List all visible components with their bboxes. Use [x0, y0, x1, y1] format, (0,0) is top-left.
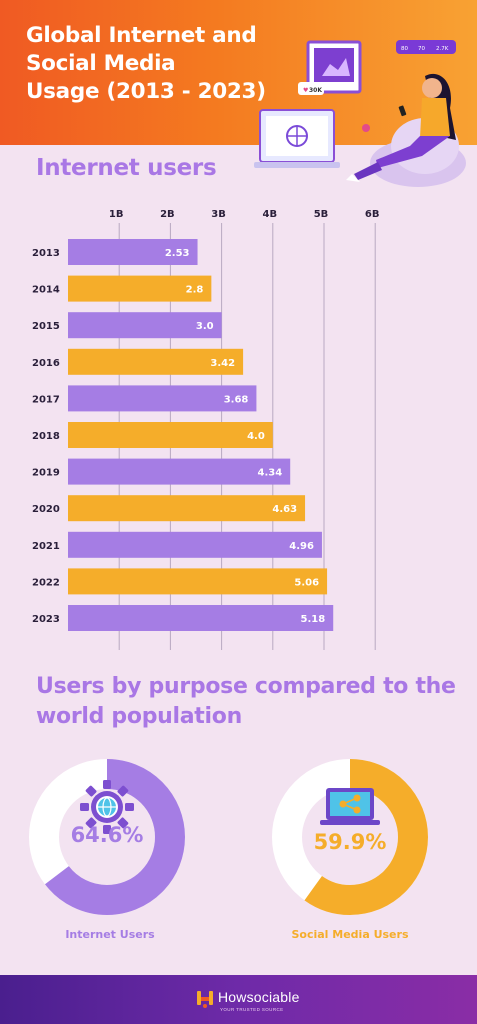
y-category-label: 2017 — [32, 394, 60, 405]
bar — [68, 312, 222, 339]
howsociable-logo-icon — [197, 991, 213, 1008]
y-category-label: 2013 — [32, 248, 60, 259]
bar — [68, 422, 273, 448]
x-tick-label: 1B — [109, 209, 124, 220]
y-category-label: 2020 — [32, 504, 60, 515]
y-category-label: 2019 — [32, 468, 60, 479]
svg-text:♥: ♥ — [303, 87, 308, 94]
bar — [68, 385, 257, 412]
x-tick-label: 5B — [314, 209, 329, 220]
bar-value-label: 3.42 — [210, 358, 235, 369]
y-category-label: 2022 — [32, 577, 60, 588]
internet-users-title: Internet users — [36, 155, 217, 181]
stat-views: 2.7K — [436, 46, 449, 52]
bar — [68, 239, 198, 265]
footer-bar: Howsociable YOUR TRUSTED SOURCE — [0, 975, 477, 1024]
bar — [68, 495, 306, 522]
globe-gear-icon — [80, 780, 134, 834]
laptop-share-icon — [320, 788, 380, 825]
donut-segment — [29, 759, 185, 915]
bar-value-label: 4.34 — [258, 468, 283, 479]
page-title: Global Internet and Social Media Usage (… — [26, 23, 266, 104]
y-category-label: 2021 — [32, 541, 60, 552]
bar-value-label: 2.8 — [186, 285, 204, 296]
stat-likes: 80 — [401, 46, 408, 52]
y-category-label: 2014 — [32, 285, 60, 296]
x-tick-label: 3B — [211, 209, 226, 220]
bar — [68, 348, 244, 375]
bar — [68, 568, 328, 595]
internet-users-bar-chart: 1B 2B 3B 4B 5B 6B 2013 2.53 2014 2.8 2015 3.0 2016 3.… — [32, 209, 380, 650]
social-media-users-donut — [272, 759, 428, 915]
y-category-label: 2018 — [32, 431, 60, 442]
x-tick-label: 4B — [263, 209, 278, 220]
bar — [68, 275, 212, 302]
likes-badge-text: 30K — [309, 87, 322, 94]
bar — [68, 605, 334, 631]
x-tick-label: 2B — [160, 209, 175, 220]
stat-comments: 70 — [418, 46, 425, 52]
bar-value-label: 3.0 — [196, 321, 214, 332]
internet-users-donut — [29, 759, 185, 915]
x-tick-label: 6B — [365, 209, 380, 220]
woman-on-phone-illustration: ♥ 30K 80 70 2.7K — [254, 40, 466, 187]
users-by-purpose-title: Users by purpose compared to the world p… — [36, 674, 456, 729]
social-media-users-percent: 59.9% — [313, 830, 387, 854]
internet-users-percent: 64.6% — [70, 823, 144, 847]
bar — [68, 458, 291, 485]
y-category-label: 2015 — [32, 321, 60, 332]
bar-value-label: 4.96 — [289, 541, 314, 552]
social-media-users-label: Social Media Users — [291, 928, 409, 941]
donut-segment — [272, 759, 428, 915]
y-category-label: 2023 — [32, 614, 60, 625]
bar-value-label: 5.18 — [301, 614, 326, 625]
bar-value-label: 4.0 — [247, 431, 265, 442]
bar-value-label: 4.63 — [272, 504, 297, 515]
bar — [68, 531, 322, 558]
internet-users-label: Internet Users — [65, 928, 155, 941]
y-category-label: 2016 — [32, 358, 60, 369]
footer-brand: Howsociable — [218, 989, 300, 1005]
header-banner: Global Internet and Social Media Usage (… — [0, 0, 477, 145]
bar-value-label: 5.06 — [294, 577, 319, 588]
bar-value-label: 2.53 — [165, 248, 190, 259]
footer-tagline: YOUR TRUSTED SOURCE — [220, 1007, 284, 1012]
bar-value-label: 3.68 — [224, 394, 249, 405]
